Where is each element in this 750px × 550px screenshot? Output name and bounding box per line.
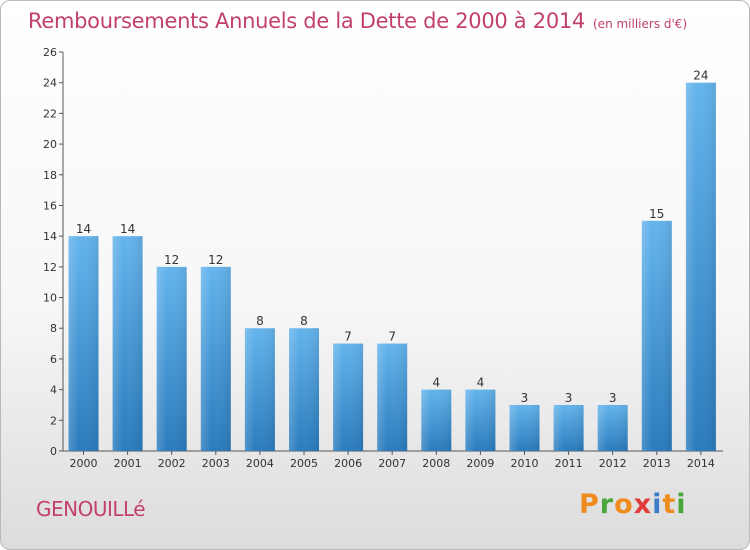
y-tick-label: 10 [43,292,57,305]
logo-letter: x [633,489,653,520]
commune-name: GENOUILLé [36,497,146,521]
y-tick-label: 20 [43,138,57,151]
y-tick-label: 18 [43,169,57,182]
y-tick-label: 24 [43,77,57,90]
data-label-2005: 8 [300,314,308,328]
data-label-2007: 7 [388,330,396,344]
x-tick-label-2011: 2011 [555,457,583,470]
logo-letter: i [676,489,687,520]
bar-shading-2011 [553,404,584,451]
logo-letter: o [614,489,634,520]
x-tick-label-2005: 2005 [290,457,318,470]
x-tick-label-2013: 2013 [643,457,671,470]
x-tick-label-2012: 2012 [599,457,627,470]
bar-shading-2008 [421,389,452,451]
data-label-2001: 14 [120,222,135,236]
chart-title: Remboursements Annuels de la Dette de 20… [28,9,687,33]
bars [68,82,716,451]
x-tick-label-2001: 2001 [114,457,142,470]
y-tick-label: 16 [43,199,57,212]
bar-shading-2003 [200,266,231,451]
data-labels: 14 14 12 12 8 8 7 7 4 4 3 3 3 15 24 [76,69,709,405]
y-tick-label: 8 [50,322,57,335]
data-label-2014: 24 [693,69,708,83]
proxiti-logo[interactable]: Proxiti [579,489,687,520]
y-tick-label: 2 [50,414,57,427]
logo-letter: i [652,489,663,520]
data-label-2004: 8 [256,314,264,328]
y-tick-label: 14 [43,230,57,243]
data-label-2009: 4 [477,376,485,390]
bar-shading-2014 [685,82,716,451]
y-tick-label: 26 [43,46,57,59]
bar-shading-2002 [156,266,187,451]
data-label-2011: 3 [565,391,573,405]
x-tick-label-2004: 2004 [246,457,274,470]
x-tick-label-2014: 2014 [687,457,715,470]
x-tick-label-2008: 2008 [422,457,450,470]
y-tick-label: 12 [43,261,57,274]
bar-shading-2004 [244,328,275,451]
data-label-2003: 12 [208,253,223,267]
x-tick-label-2006: 2006 [334,457,362,470]
x-tick-label-2009: 2009 [466,457,494,470]
logo-letter: r [599,489,615,520]
data-label-2006: 7 [344,330,352,344]
x-tick-label-2007: 2007 [378,457,406,470]
y-tick-label: 22 [43,107,57,120]
x-tick-label-2003: 2003 [202,457,230,470]
chart-subtitle: (en milliers d'€) [593,17,688,31]
chart-title-text: Remboursements Annuels de la Dette de 20… [28,9,585,33]
x-tick-label-2010: 2010 [511,457,539,470]
y-tick-label: 4 [50,384,57,397]
data-label-2013: 15 [649,207,664,221]
bar-shading-2012 [597,404,628,451]
logo-letter: t [662,489,677,520]
data-label-2008: 4 [432,376,440,390]
bar-shading-2009 [465,389,496,451]
bar-shading-2013 [641,220,672,451]
data-label-2002: 12 [164,253,179,267]
bar-shading-2007 [377,343,408,451]
logo-letter: P [579,489,600,520]
bar-shading-2010 [509,404,540,451]
y-tick-label: 6 [50,353,57,366]
data-label-2012: 3 [609,391,617,405]
bar-shading-2000 [68,236,99,451]
bar-shading-2005 [289,328,319,451]
x-tick-label-2002: 2002 [158,457,186,470]
x-axis: 2000 2001 2002 2003 2004 2005 2006 2007 2008 2009… [63,450,723,470]
x-tick-label-2000: 2000 [70,457,98,470]
y-tick-label: 0 [50,445,57,458]
bar-shading-2001 [112,236,143,451]
data-label-2000: 14 [76,222,91,236]
data-label-2010: 3 [521,391,529,405]
bar-shading-2006 [333,343,364,451]
